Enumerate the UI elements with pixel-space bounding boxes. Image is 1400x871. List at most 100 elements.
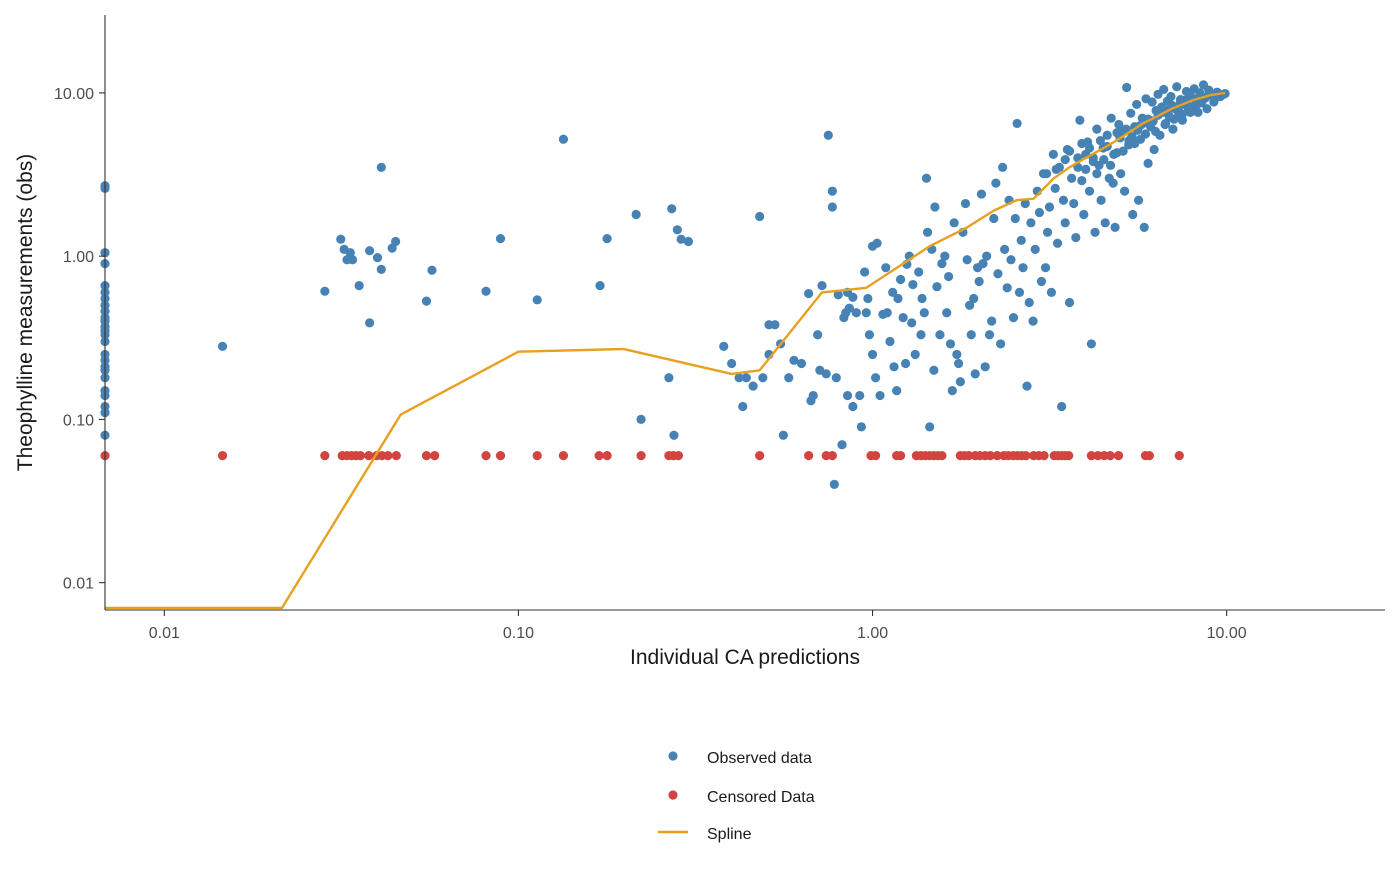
- observed-point: [758, 373, 768, 383]
- observed-point: [1030, 244, 1040, 254]
- observed-point: [481, 286, 491, 296]
- observed-point: [558, 134, 569, 144]
- plot-panel: [100, 80, 1230, 610]
- observed-point: [917, 293, 927, 304]
- observed-point: [719, 341, 729, 352]
- observed-point: [998, 162, 1008, 172]
- observed-point: [921, 173, 932, 183]
- censored-point: [673, 451, 684, 461]
- observed-point: [376, 162, 386, 172]
- observed-point: [864, 330, 875, 340]
- censored-point: [532, 451, 542, 461]
- observed-point: [898, 313, 908, 323]
- observed-point: [1102, 130, 1112, 140]
- censored-point: [1086, 451, 1096, 461]
- observed-point: [944, 271, 954, 282]
- observed-point: [1020, 198, 1030, 209]
- observed-point: [1012, 118, 1022, 129]
- observed-point: [1067, 173, 1077, 183]
- observed-point: [823, 130, 833, 140]
- observed-point: [1057, 401, 1067, 412]
- observed-point: [1122, 82, 1132, 93]
- censored-point: [558, 451, 569, 461]
- legend-item-spline: Spline: [658, 826, 752, 843]
- observed-point: [778, 430, 788, 440]
- observed-point: [347, 255, 358, 265]
- observed-point: [672, 225, 682, 235]
- observed-point: [602, 234, 612, 244]
- observed-point: [1116, 169, 1126, 179]
- observed-point: [837, 440, 847, 450]
- observed-point: [916, 330, 926, 340]
- observed-point: [1160, 119, 1170, 130]
- observed-point: [1166, 91, 1176, 102]
- observed-point: [595, 281, 605, 291]
- observed-point: [1150, 126, 1161, 137]
- observed-point: [770, 320, 780, 330]
- observed-point: [947, 386, 957, 396]
- y-tick-label: 1.00: [63, 249, 94, 266]
- observed-point: [1081, 164, 1091, 174]
- observed-point: [1112, 128, 1122, 138]
- observed-point: [1140, 129, 1151, 139]
- observed-point: [495, 234, 506, 244]
- observed-point: [867, 349, 878, 360]
- observed-point: [960, 198, 971, 209]
- y-tick-label: 0.10: [63, 412, 94, 429]
- observed-point: [1018, 263, 1028, 273]
- observed-point: [954, 358, 964, 369]
- observed-point: [1008, 313, 1019, 323]
- series-censored-data: [100, 451, 1184, 461]
- observed-point: [978, 259, 988, 269]
- observed-point: [1092, 124, 1102, 134]
- observed-point: [813, 330, 823, 340]
- observed-point: [1105, 160, 1116, 170]
- observed-point: [872, 238, 882, 248]
- observed-point: [817, 281, 827, 291]
- observed-point: [870, 373, 881, 383]
- observed-point: [427, 265, 437, 275]
- legend-item-censored: Censored Data: [668, 789, 815, 806]
- censored-point: [636, 451, 646, 461]
- observed-point: [895, 274, 906, 285]
- observed-point: [421, 296, 432, 306]
- observed-point: [991, 178, 1001, 188]
- censored-point: [895, 451, 906, 461]
- censored-point: [1021, 451, 1031, 461]
- observed-point: [844, 303, 854, 313]
- observed-point: [1079, 209, 1089, 220]
- observed-point: [1120, 186, 1130, 196]
- observed-point: [952, 349, 962, 360]
- observed-point: [741, 373, 751, 383]
- observed-point: [882, 308, 892, 318]
- observed-point: [1026, 218, 1036, 228]
- observed-point: [1128, 209, 1138, 220]
- observed-point: [1075, 115, 1085, 125]
- censored-point: [421, 451, 432, 461]
- censored-point: [383, 451, 393, 461]
- observed-point: [982, 251, 992, 261]
- observed-point: [888, 287, 898, 297]
- observed-point: [1051, 164, 1061, 174]
- observed-point: [345, 248, 355, 258]
- censored-point: [364, 451, 374, 461]
- observed-point: [942, 308, 952, 318]
- observed-point: [860, 267, 870, 277]
- series-observed-data: [100, 80, 1230, 489]
- observed-point: [881, 263, 891, 273]
- observed-point: [908, 279, 918, 290]
- observed-point: [1133, 195, 1144, 205]
- observed-point: [855, 390, 865, 401]
- observed-point: [842, 390, 853, 401]
- observed-point: [1106, 113, 1116, 123]
- y-tick-label: 10.00: [54, 86, 94, 103]
- observed-point: [391, 236, 401, 247]
- observed-point: [1130, 138, 1140, 149]
- censored-point: [804, 451, 814, 461]
- spline-line: [105, 91, 1226, 610]
- x-tick-label: 10.00: [1207, 625, 1247, 642]
- observed-point: [919, 308, 929, 318]
- observed-point: [937, 259, 947, 269]
- observed-point: [984, 330, 995, 340]
